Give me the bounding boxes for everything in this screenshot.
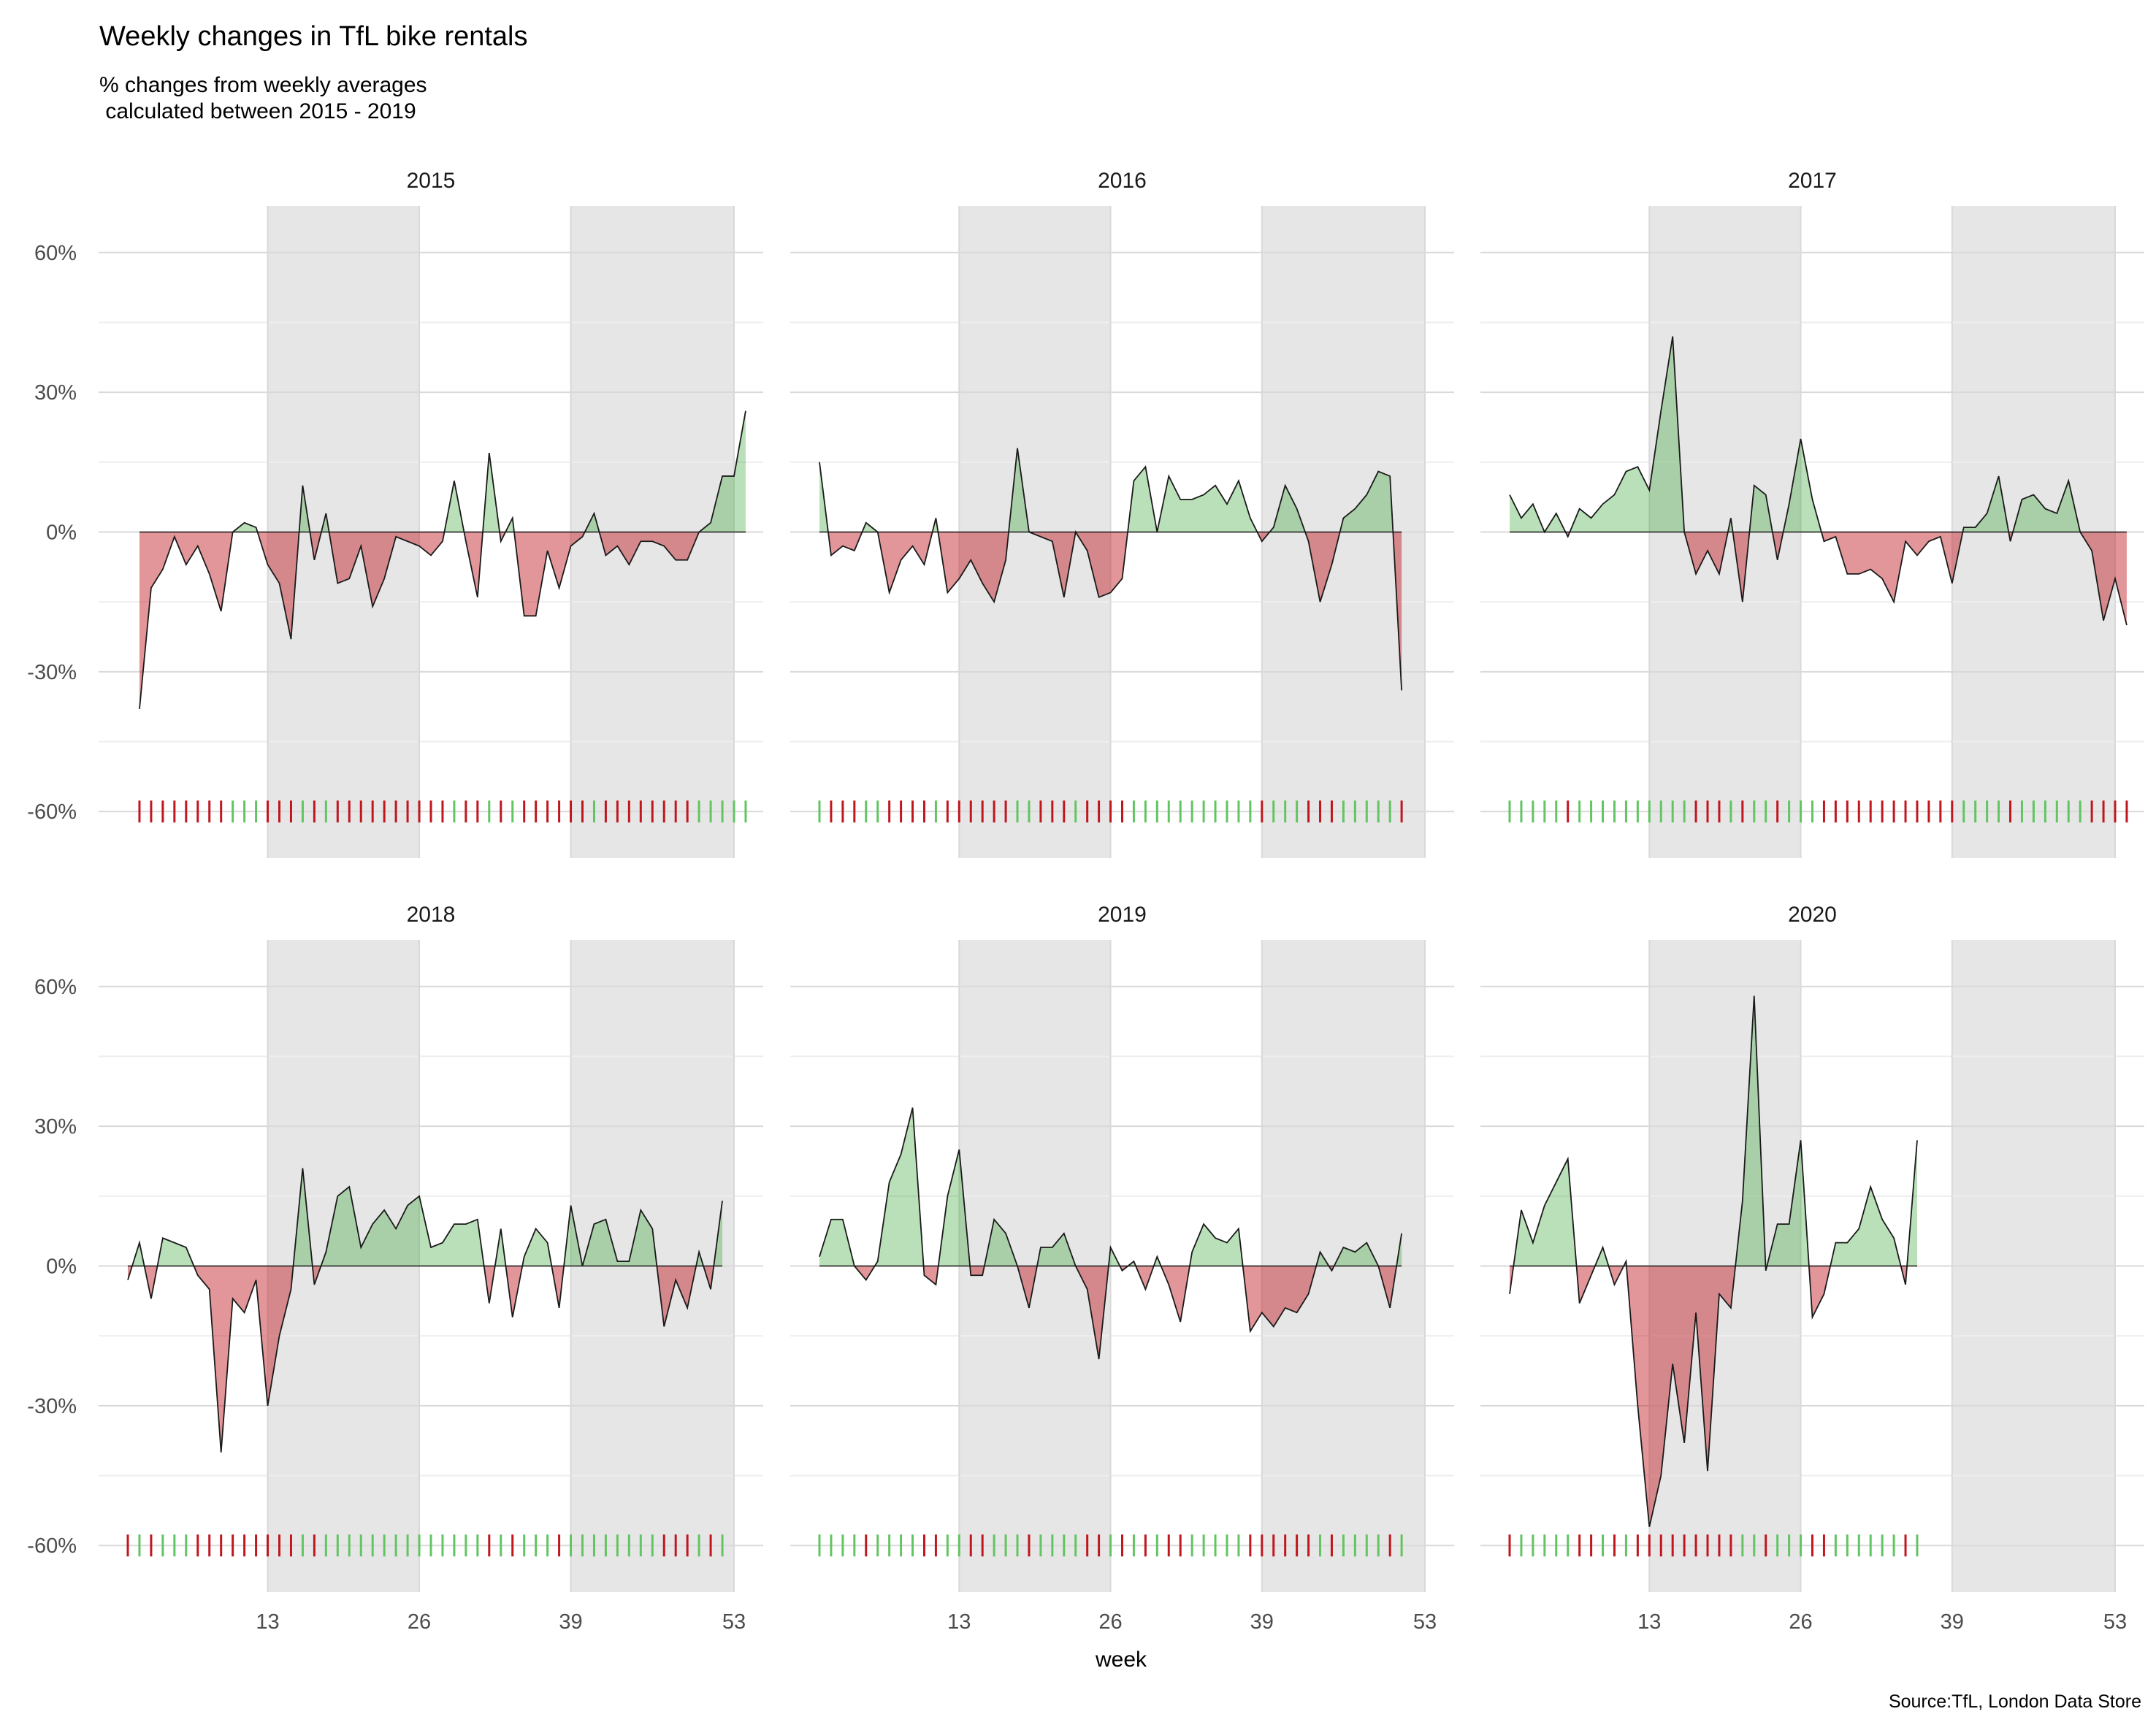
facet-panel-2015: 2015 60% 30% 0% -30% -60% [27, 169, 763, 858]
negative-area [1565, 532, 2127, 626]
positive-area [1510, 336, 2081, 532]
facet-label-2017: 2017 [1788, 169, 1837, 193]
facet-panel-2020: 2020 13 26 39 53 [1480, 903, 2144, 1634]
source-caption: Source:TfL, London Data Store [1889, 1691, 2141, 1712]
y-tick-label: 30% [34, 381, 77, 405]
positive-area [1513, 995, 1917, 1266]
y-tick-label: -30% [27, 1395, 77, 1418]
chart-title: Weekly changes in TfL bike rentals [99, 21, 528, 52]
series-line-2015 [139, 410, 746, 709]
series-line-2018 [127, 1168, 723, 1453]
facet-panel-2018: 2018 60% 30% 0% -30% -60% 13 26 39 53 [27, 903, 763, 1634]
x-axis-title: week [1095, 1648, 1147, 1672]
negative-area [854, 1266, 1397, 1360]
y-tick-label: 0% [46, 521, 77, 545]
negative-area [128, 1266, 714, 1453]
x-tick-label: 13 [256, 1610, 279, 1634]
facet-label-2015: 2015 [407, 169, 456, 193]
x-tick-label: 13 [1637, 1610, 1661, 1634]
positive-area [819, 1107, 1402, 1266]
chart-subtitle-line-1: % changes from weekly averages [99, 73, 427, 97]
facet-label-2020: 2020 [1788, 903, 1837, 927]
negative-area [139, 532, 700, 709]
positive-area [131, 1168, 723, 1266]
x-tick-label: 13 [947, 1610, 971, 1634]
x-tick-label: 26 [1789, 1610, 1812, 1634]
y-tick-label: 60% [34, 242, 77, 265]
positive-area [232, 410, 746, 532]
series-line-2016 [819, 448, 1403, 691]
y-tick-label: 30% [34, 1115, 77, 1139]
series-line-2017 [1509, 336, 2128, 626]
facet-panel-2017: 2017 [1480, 169, 2144, 858]
negative-area [1510, 1266, 1908, 1527]
series-line-2020 [1509, 995, 1918, 1527]
y-tick-label: 0% [46, 1255, 77, 1279]
x-tick-label: 26 [408, 1610, 431, 1634]
facet-panel-2019: 2019 13 26 39 53 [790, 903, 1454, 1634]
facet-label-2016: 2016 [1098, 169, 1147, 193]
chart-subtitle-line-2: calculated between 2015 - 2019 [99, 99, 416, 123]
series-line-2019 [819, 1107, 1403, 1360]
x-tick-label: 39 [559, 1610, 582, 1634]
x-tick-label: 39 [1250, 1610, 1274, 1634]
x-tick-label: 53 [722, 1610, 746, 1634]
y-tick-label: -60% [27, 1534, 77, 1558]
facet-label-2018: 2018 [407, 903, 456, 927]
x-tick-label: 53 [1413, 1610, 1437, 1634]
facet-panels: 2015 60% 30% 0% -30% -60% 2016 2017 2018 60% 30% 0%… [27, 169, 2144, 1634]
negative-area [827, 532, 1402, 691]
facet-label-2019: 2019 [1098, 903, 1147, 927]
y-tick-label: 60% [34, 976, 77, 999]
x-tick-label: 39 [1941, 1610, 1964, 1634]
facet-panel-2016: 2016 [790, 169, 1454, 858]
x-tick-label: 26 [1098, 1610, 1122, 1634]
x-tick-label: 53 [2103, 1610, 2127, 1634]
y-tick-label: -60% [27, 800, 77, 824]
y-tick-label: -30% [27, 661, 77, 684]
